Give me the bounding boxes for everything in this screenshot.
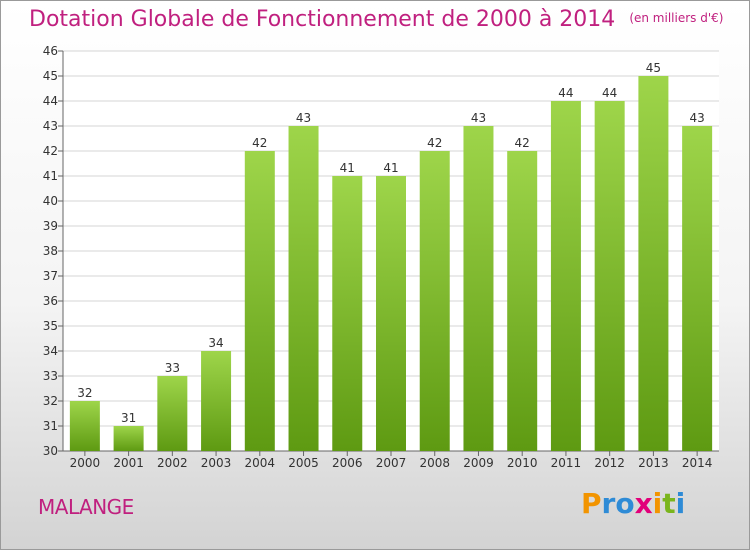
bar	[419, 151, 450, 451]
bar-value-label: 43	[471, 111, 486, 125]
x-tick-label: 2002	[157, 456, 188, 470]
x-tick-label: 2001	[113, 456, 144, 470]
x-tick-label: 2005	[288, 456, 319, 470]
proxiti-logo: Proxiti	[581, 487, 685, 520]
bar-value-label: 42	[252, 136, 267, 150]
bar-value-label: 41	[340, 161, 355, 175]
bar-value-label: 41	[383, 161, 398, 175]
bar-value-label: 32	[77, 386, 92, 400]
y-tick-label: 38	[43, 244, 58, 258]
bar	[157, 376, 188, 451]
bar-value-label: 44	[558, 86, 573, 100]
bar	[69, 401, 100, 451]
bar-value-label: 33	[165, 361, 180, 375]
y-tick-label: 43	[43, 119, 58, 133]
y-tick-label: 41	[43, 169, 58, 183]
y-tick-label: 40	[43, 194, 58, 208]
bar	[244, 151, 275, 451]
y-tick-label: 32	[43, 394, 58, 408]
bar	[507, 151, 538, 451]
x-tick-label: 2000	[70, 456, 101, 470]
bar-value-label: 31	[121, 411, 136, 425]
bar-value-label: 45	[646, 61, 661, 75]
logo-letter: x	[634, 487, 653, 520]
y-tick-label: 37	[43, 269, 58, 283]
bar	[550, 101, 581, 451]
bar-value-label: 42	[515, 136, 530, 150]
logo-letter: o	[615, 487, 635, 520]
logo-letter: P	[581, 487, 602, 520]
x-tick-label: 2008	[419, 456, 450, 470]
y-tick-label: 33	[43, 369, 58, 383]
y-tick-label: 35	[43, 319, 58, 333]
bar-value-label: 43	[689, 111, 704, 125]
logo-letter: i	[675, 487, 686, 520]
y-tick-label: 36	[43, 294, 58, 308]
y-tick-label: 31	[43, 419, 58, 433]
x-tick-label: 2013	[638, 456, 669, 470]
x-tick-label: 2006	[332, 456, 363, 470]
bar-value-label: 42	[427, 136, 442, 150]
bar-value-label: 34	[208, 336, 223, 350]
chart-subtitle: (en milliers d'€)	[629, 11, 724, 25]
bar	[638, 76, 669, 451]
bar-value-label: 44	[602, 86, 617, 100]
x-tick-label: 2003	[201, 456, 232, 470]
y-tick-label: 30	[43, 444, 58, 458]
logo-letter: t	[662, 487, 676, 520]
commune-name: MALANGE	[38, 495, 134, 519]
chart-title: Dotation Globale de Fonctionnement de 20…	[29, 7, 723, 32]
y-tick-label: 42	[43, 144, 58, 158]
logo-letter: i	[652, 487, 663, 520]
bar	[682, 126, 713, 451]
title-text: Dotation Globale de Fonctionnement de 20…	[29, 7, 616, 32]
y-tick-label: 44	[43, 94, 58, 108]
y-tick-label: 39	[43, 219, 58, 233]
bar	[288, 126, 319, 451]
bar-value-label: 43	[296, 111, 311, 125]
bar	[332, 176, 363, 451]
x-tick-label: 2011	[551, 456, 582, 470]
x-tick-label: 2009	[463, 456, 494, 470]
y-tick-label: 34	[43, 344, 58, 358]
y-tick-label: 46	[43, 44, 58, 58]
logo-letter: r	[601, 487, 616, 520]
x-tick-label: 2014	[682, 456, 713, 470]
x-tick-label: 2012	[594, 456, 625, 470]
x-tick-label: 2004	[245, 456, 276, 470]
y-tick-label: 45	[43, 69, 58, 83]
bar	[463, 126, 494, 451]
bar	[113, 426, 144, 451]
x-tick-label: 2010	[507, 456, 538, 470]
bar	[594, 101, 625, 451]
x-tick-label: 2007	[376, 456, 407, 470]
bar	[376, 176, 406, 451]
bar	[201, 351, 232, 451]
